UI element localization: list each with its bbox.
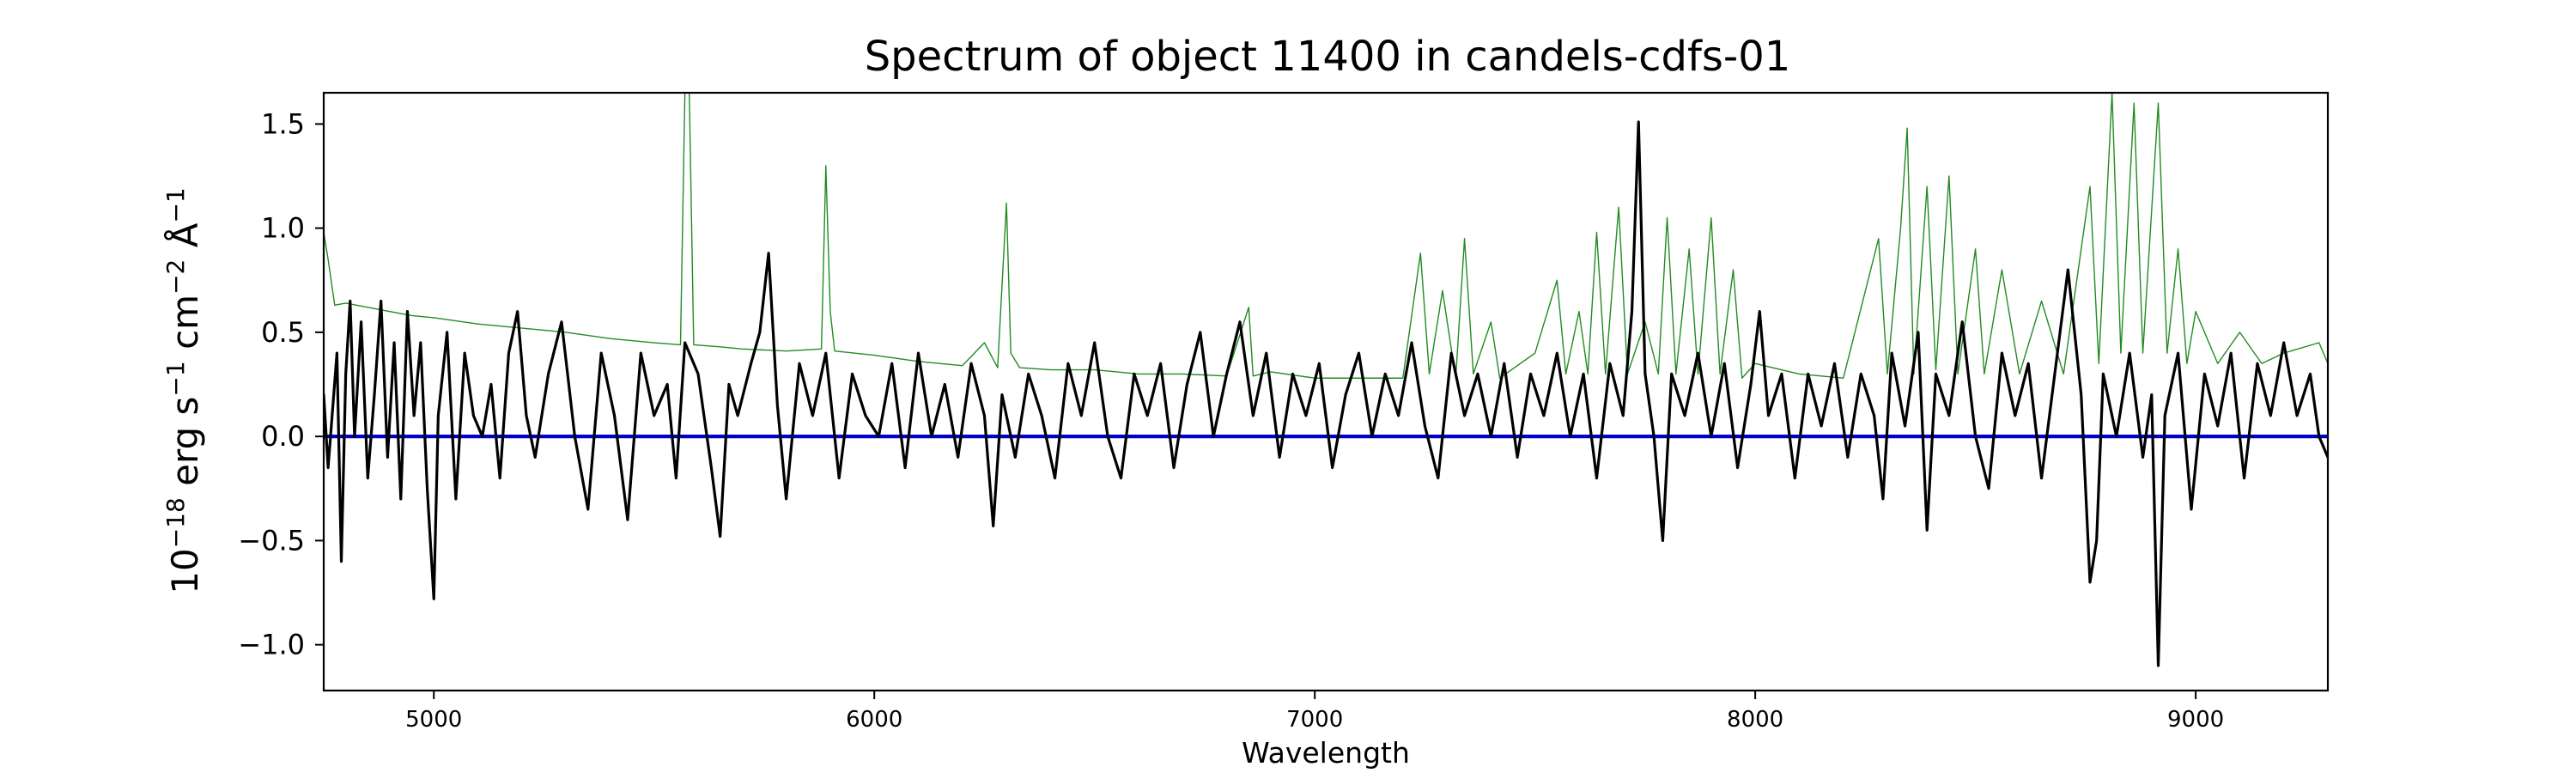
y-tick-label: 1.5 [261, 107, 305, 140]
y-label-exp-3: −2 [161, 259, 190, 295]
y-tick-label: 0.5 [261, 316, 305, 349]
x-tick-label: 6000 [846, 707, 902, 733]
x-tick-label: 7000 [1286, 707, 1343, 733]
y-tick-label: −0.5 [238, 524, 305, 557]
x-axis-label: Wavelength [1242, 736, 1410, 770]
y-label-cm: cm [164, 295, 206, 361]
plot-frame [322, 91, 2330, 692]
y-label-exp-4: −1 [161, 187, 190, 222]
y-label-erg-s: erg s [164, 397, 206, 498]
x-tick-label: 8000 [1727, 707, 1783, 733]
x-tick-label: 9000 [2167, 707, 2224, 733]
y-tick-label: 0.0 [261, 420, 305, 453]
series-layer [324, 93, 2328, 667]
x-tick-label: 5000 [405, 707, 462, 733]
axes-layer: 5000 6000 7000 8000 9000 −1.0 −0.5 0.0 0.5 1.0 1.5 [238, 107, 2224, 733]
noise-series-line [324, 93, 2328, 379]
y-label-exp-2: −1 [161, 361, 190, 396]
chart-title: Spectrum of object 11400 in candels-cdfs… [865, 33, 1791, 81]
flux-series-line [324, 120, 2328, 667]
y-label-angstrom: Å [163, 222, 206, 259]
y-axis-label: 10−18 erg s−1 cm−2 Å−1 [161, 187, 206, 593]
y-label-prefix: 10 [164, 548, 206, 593]
y-label-exp-1: −18 [161, 497, 190, 548]
y-tick-label: 1.0 [261, 212, 305, 245]
y-tick-label: −1.0 [238, 629, 305, 661]
